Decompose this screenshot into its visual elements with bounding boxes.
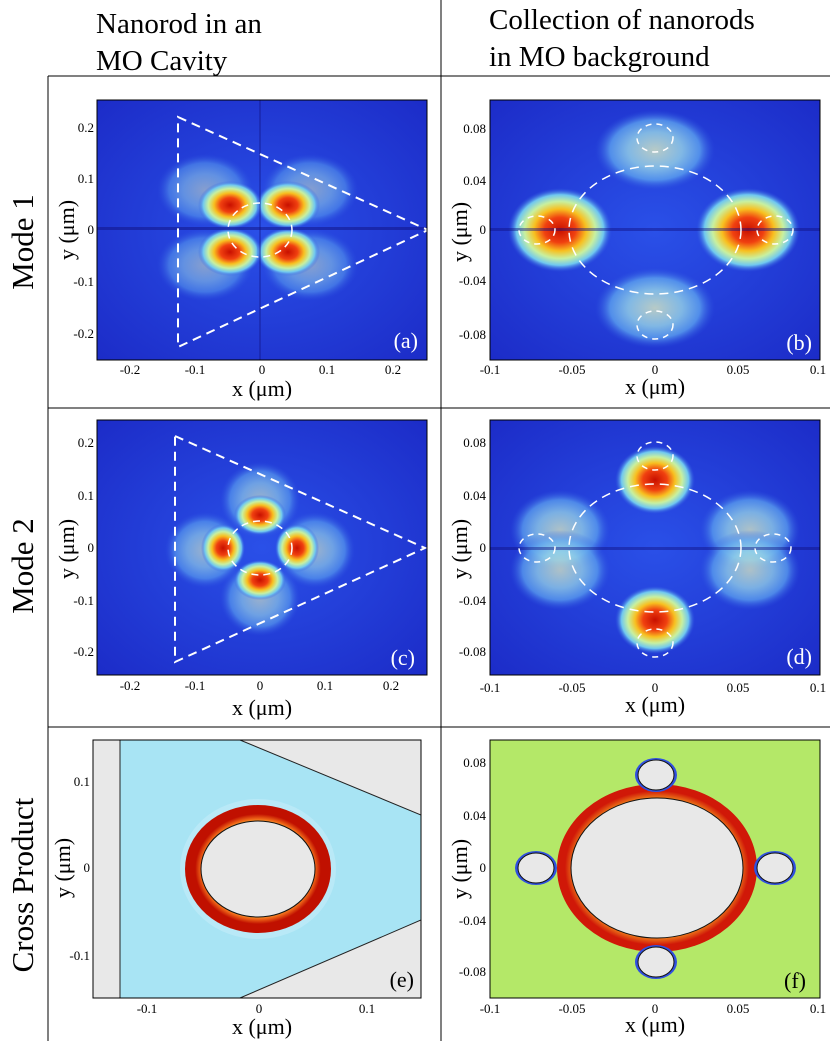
- row-label-mode2: Mode 2: [5, 518, 40, 614]
- panel-f-ytick: 0.08: [463, 755, 486, 770]
- panel-c-xtick: 0: [257, 678, 264, 693]
- panel-d-ytick: 0.04: [463, 488, 486, 503]
- panel-f-xtick: -0.05: [558, 1001, 585, 1016]
- panel-a: -0.2 -0.1 0 0.1 0.2 0.2 0.1 0 -0.1 -0.2 …: [54, 99, 428, 401]
- panel-f-ylabel: y (μm): [447, 839, 472, 899]
- panel-b-xtick: 0.05: [727, 362, 750, 377]
- panel-d-ylabel: y (μm): [447, 519, 472, 579]
- panel-a-xtick: -0.2: [120, 362, 141, 377]
- panel-c-xtick: -0.1: [185, 678, 206, 693]
- panel-e-ytick: -0.1: [69, 948, 90, 963]
- panel-c-xtick: 0.1: [317, 678, 333, 693]
- panel-e-ylabel: y (μm): [50, 838, 75, 898]
- panel-e-xtick: 0: [256, 1001, 263, 1016]
- panel-c-xtick: -0.2: [120, 678, 141, 693]
- panel-d-xlabel: x (μm): [625, 692, 685, 717]
- panel-a-ytick: 0.2: [78, 120, 94, 135]
- panel-b-xtick: 0.1: [810, 362, 826, 377]
- panel-e: -0.1 0 0.1 0.1 0 -0.1 x (μm) y (μm) (e): [50, 739, 422, 1039]
- panel-b-ytick: 0: [480, 222, 487, 237]
- panel-b-xtick: 0: [652, 362, 659, 377]
- panel-e-xlabel: x (μm): [232, 1014, 292, 1039]
- panel-f-ytick: -0.04: [459, 913, 487, 928]
- panel-d-xtick: -0.1: [480, 680, 501, 695]
- row-label-mode1: Mode 1: [5, 194, 40, 290]
- panel-d: -0.1 -0.05 0 0.05 0.1 0.08 0.04 0 -0.04 …: [447, 419, 826, 717]
- panel-f-xtick: 0.1: [810, 1001, 826, 1016]
- panel-b: -0.1 -0.05 0 0.05 0.1 0.08 0.04 0 -0.04 …: [447, 99, 826, 399]
- panel-a-xtick: -0.1: [185, 362, 206, 377]
- panel-b-xtick: -0.05: [558, 362, 585, 377]
- row-label-cross-product: Cross Product: [5, 797, 40, 972]
- panel-e-ytick: 0.1: [74, 774, 90, 789]
- panel-d-ytick: -0.04: [459, 593, 487, 608]
- panel-f-xtick: 0: [652, 1001, 659, 1016]
- panel-f-xtick: -0.1: [480, 1001, 501, 1016]
- panel-a-xlabel: x (μm): [232, 376, 292, 401]
- panel-d-xtick: 0.05: [727, 680, 750, 695]
- panel-f-ytick: 0.04: [463, 808, 486, 823]
- panel-a-xtick: 0.2: [385, 362, 401, 377]
- panel-c-label: (c): [391, 645, 415, 670]
- panel-a-label: (a): [394, 328, 418, 353]
- panel-e-xtick: -0.1: [137, 1001, 158, 1016]
- panel-b-ytick: 0.08: [463, 121, 486, 136]
- panel-b-ytick: 0.04: [463, 173, 486, 188]
- panel-b-ylabel: y (μm): [447, 202, 472, 262]
- panel-c-ylabel: y (μm): [54, 519, 79, 579]
- panel-a-ytick: -0.1: [73, 274, 94, 289]
- panel-d-xtick: -0.05: [558, 680, 585, 695]
- panel-d-ytick: -0.08: [459, 644, 486, 659]
- panel-f: -0.1 -0.05 0 0.05 0.1 0.08 0.04 0 -0.04 …: [447, 739, 826, 1037]
- panel-a-ytick: -0.2: [73, 326, 94, 341]
- panel-a-xtick: 0: [259, 362, 266, 377]
- panel-e-xtick: 0.1: [359, 1001, 375, 1016]
- panel-c-ytick: -0.2: [73, 644, 94, 659]
- panel-b-ytick: -0.08: [459, 327, 486, 342]
- panel-a-ytick: 0: [88, 222, 95, 237]
- panel-c: -0.2 -0.1 0 0.1 0.2 0.2 0.1 0 -0.1 -0.2 …: [54, 419, 428, 720]
- panel-b-xlabel: x (μm): [625, 374, 685, 399]
- panel-d-xtick: 0.1: [810, 680, 826, 695]
- panel-e-ytick: 0: [84, 860, 91, 875]
- panel-d-label: (d): [786, 644, 812, 669]
- panel-d-xtick: 0: [652, 680, 659, 695]
- column2-header-line1: Collection of nanorods: [489, 4, 755, 36]
- panel-c-xlabel: x (μm): [232, 695, 292, 720]
- panel-c-ytick: 0.2: [78, 435, 94, 450]
- panel-f-xlabel: x (μm): [625, 1012, 685, 1037]
- panel-c-ytick: 0: [88, 540, 95, 555]
- column2-header-line2: in MO background: [489, 41, 710, 73]
- panel-f-ytick: -0.08: [459, 964, 486, 979]
- panel-b-label: (b): [786, 330, 812, 355]
- panel-a-ytick: 0.1: [78, 171, 94, 186]
- panel-c-xtick: 0.2: [383, 678, 399, 693]
- column1-header-line1: Nanorod in an: [96, 8, 262, 40]
- panel-b-xtick: -0.1: [480, 362, 501, 377]
- panel-c-ytick: 0.1: [78, 488, 94, 503]
- panel-f-label: (f): [784, 968, 806, 993]
- panel-d-ytick: 0: [480, 540, 487, 555]
- panel-f-xtick: 0.05: [727, 1001, 750, 1016]
- panel-a-xtick: 0.1: [319, 362, 335, 377]
- panel-f-ytick: 0: [480, 860, 487, 875]
- column1-header-line2: MO Cavity: [96, 45, 228, 77]
- panel-d-ytick: 0.08: [463, 435, 486, 450]
- panel-c-ytick: -0.1: [73, 593, 94, 608]
- panel-a-ylabel: y (μm): [54, 200, 79, 260]
- panel-e-label: (e): [390, 967, 414, 992]
- panel-b-ytick: -0.04: [459, 273, 487, 288]
